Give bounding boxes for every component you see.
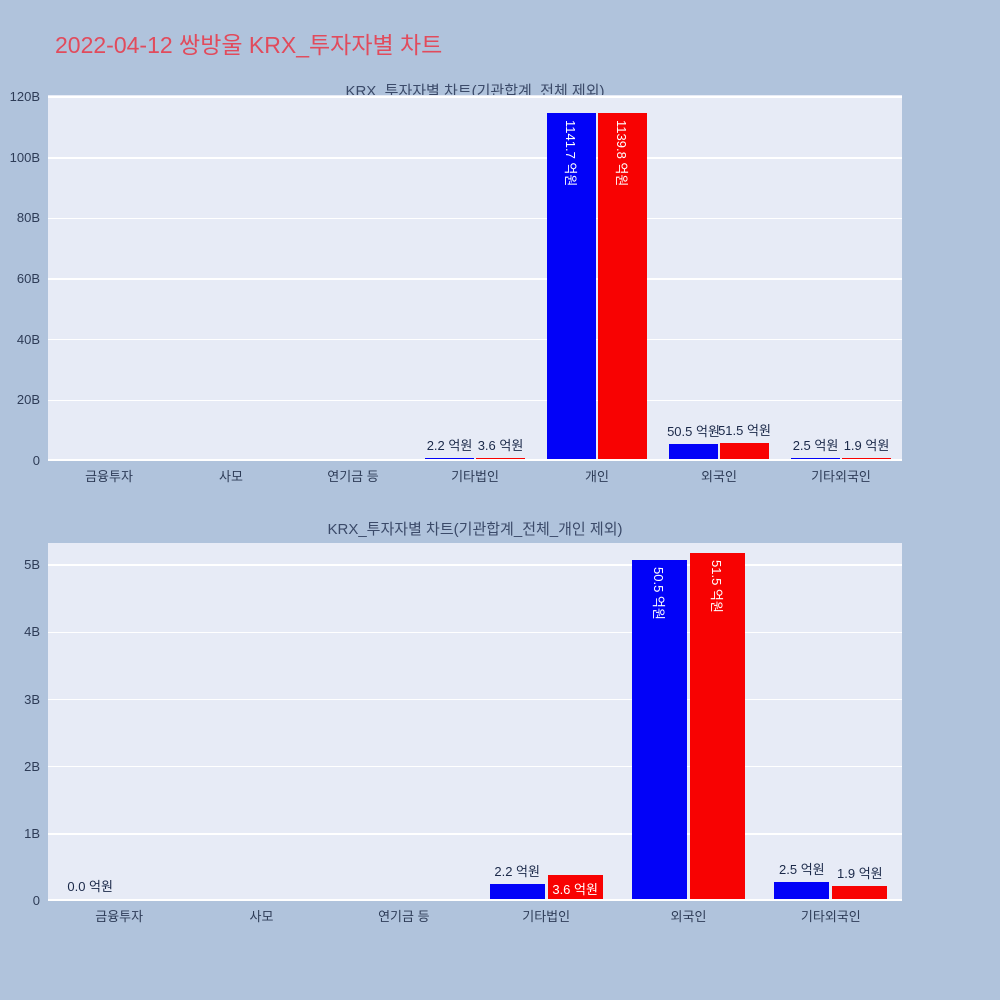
y-tick-label: 2B bbox=[24, 758, 40, 774]
x-category-label: 외국인 bbox=[701, 469, 737, 484]
x-axis-labels: 금융투자 사모 연기금 등 기타법인 외국인 기타외국인 bbox=[48, 906, 902, 926]
bar-blue: 50.5 억원 bbox=[632, 559, 687, 899]
bar-value-label: 50.5 억원 bbox=[651, 566, 666, 620]
bar-blue bbox=[489, 884, 545, 899]
bar-value-label: 2.2 억원 bbox=[494, 864, 540, 880]
bar-blue bbox=[425, 458, 474, 459]
bar-value-label: 1141.7 억원 bbox=[563, 119, 578, 187]
bar-blue bbox=[669, 443, 718, 459]
plot-area: 0 1B 2B 3B 4B 5B 0.0 억원 2.2 억원 3.6 억원 50.5 억원 51.5… bbox=[24, 543, 902, 908]
x-axis-labels: 금융투자 사모 연기금 등 기타법인 개인 외국인 기타외국인 bbox=[48, 466, 902, 486]
bar-value-label: 0.0 억원 bbox=[67, 879, 113, 894]
gridline bbox=[48, 157, 902, 159]
bar-blue: 1141.7 억원 bbox=[547, 112, 596, 459]
gridline bbox=[48, 96, 902, 98]
gridline bbox=[48, 399, 902, 402]
x-category-label: 외국인 bbox=[670, 909, 707, 924]
zero-baseline bbox=[48, 898, 902, 901]
bar-value-label: 3.6 억원 bbox=[552, 881, 598, 897]
x-category-label: 기타외국인 bbox=[800, 909, 861, 924]
y-tick-label: 0 bbox=[32, 893, 40, 908]
x-category-label: 개인 bbox=[585, 469, 609, 484]
gridline bbox=[48, 217, 902, 220]
y-tick-label: 80B bbox=[16, 210, 40, 226]
gridline bbox=[48, 338, 902, 341]
y-tick-label: 20B bbox=[16, 392, 40, 408]
y-tick-label: 3B bbox=[24, 691, 40, 707]
plot-area: 0 20B 40B 60B 80B 100B 120B 2.2 억원 3.6 억원 1141.7 … bbox=[10, 89, 902, 468]
zero-baseline bbox=[48, 458, 902, 461]
bar-red bbox=[842, 458, 891, 459]
bar-red: 1139.8 억원 bbox=[598, 113, 647, 459]
bar-red bbox=[832, 886, 888, 899]
y-tick-label: 5B bbox=[24, 557, 40, 573]
bar-value-label: 2.2 억원 bbox=[426, 438, 473, 453]
gridline bbox=[48, 564, 902, 566]
bar-blue bbox=[774, 882, 830, 899]
gridline bbox=[48, 765, 902, 768]
chart-investor-all: KRX_투자자별 차트(기관합계_전체 제외) 0 20B 40B 60B 80B 100… bbox=[10, 80, 902, 500]
y-tick-label: 100B bbox=[9, 149, 40, 165]
x-category-label: 연기금 등 bbox=[327, 469, 379, 484]
bar-value-label: 3.6 억원 bbox=[477, 437, 524, 453]
x-category-label: 기타법인 bbox=[451, 469, 499, 484]
bar-blue bbox=[791, 458, 840, 459]
bar-red: 51.5 억원 bbox=[690, 553, 745, 899]
x-category-label: 연기금 등 bbox=[378, 909, 430, 924]
gridline bbox=[48, 278, 902, 280]
gridline bbox=[48, 631, 902, 634]
chart-title: KRX_투자자별 차트(기관합계_전체_개인 제외) bbox=[327, 521, 623, 538]
bar-value-label: 50.5 억원 bbox=[667, 423, 720, 439]
y-tick-label: 40B bbox=[16, 331, 40, 347]
y-tick-label: 4B bbox=[24, 624, 40, 640]
bar-value-label: 2.5 억원 bbox=[792, 438, 839, 453]
x-category-label: 사모 bbox=[249, 909, 274, 924]
chart-investor-ex-individual: KRX_투자자별 차트(기관합계_전체_개인 제외) 0 1B 2B 3B 4B 5B 0.… bbox=[24, 518, 902, 938]
x-category-label: 기타법인 bbox=[522, 909, 571, 924]
x-category-label: 금융투자 bbox=[95, 909, 144, 924]
x-category-label: 사모 bbox=[219, 469, 243, 484]
y-tick-label: 0 bbox=[32, 453, 40, 468]
gridline bbox=[48, 698, 902, 701]
bar-value-label: 51.5 억원 bbox=[709, 560, 724, 613]
y-tick-label: 60B bbox=[16, 271, 40, 287]
page-title: 2022-04-12 쌍방울 KRX_투자자별 차트 bbox=[55, 32, 443, 58]
bar-value-label: 2.5 억원 bbox=[779, 862, 825, 878]
gridline bbox=[48, 833, 902, 835]
bar-value-label: 51.5 억원 bbox=[718, 423, 771, 439]
y-tick-label: 120B bbox=[9, 89, 40, 105]
bar-value-label: 1.9 억원 bbox=[843, 438, 890, 453]
x-category-label: 기타외국인 bbox=[811, 469, 871, 484]
y-tick-label: 1B bbox=[24, 825, 40, 841]
bar-red bbox=[476, 457, 525, 459]
bar-red bbox=[720, 443, 769, 459]
bar-red: 3.6 억원 bbox=[547, 874, 603, 899]
bar-value-label: 1139.8 억원 bbox=[614, 120, 629, 187]
x-category-label: 금융투자 bbox=[85, 469, 133, 484]
bar-value-label: 1.9 억원 bbox=[837, 866, 883, 882]
